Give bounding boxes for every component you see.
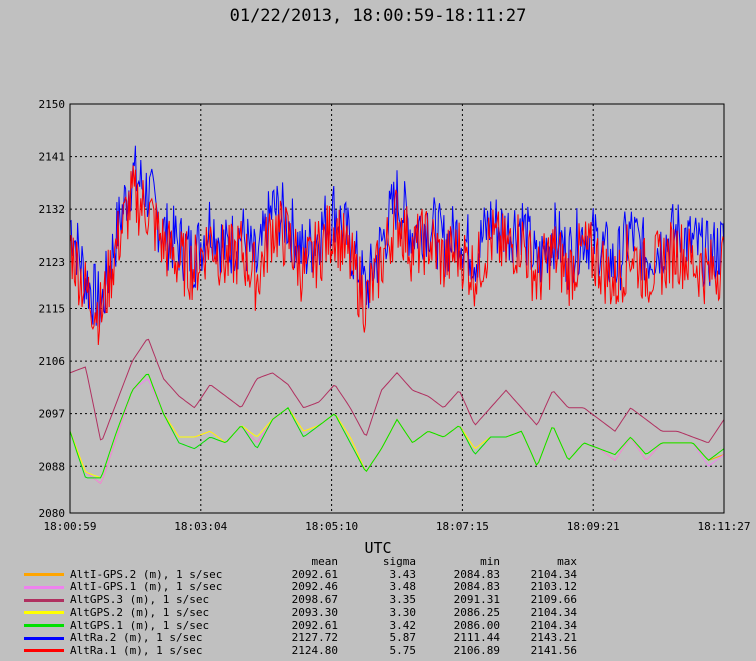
stat-min: 2084.83 xyxy=(453,567,500,581)
y-tick-label: 2141 xyxy=(39,151,66,164)
stat-mean: 2127.72 xyxy=(291,631,338,645)
y-tick-label: 2123 xyxy=(39,256,66,269)
stats-row: AltRa.2 (m), 1 s/sec 2127.72 5.87 2111.44 21… xyxy=(20,631,577,645)
legend-swatch xyxy=(24,573,64,577)
legend-label: AltI-GPS.2 (m), 1 s/sec xyxy=(70,567,223,581)
stat-min: 2086.25 xyxy=(453,605,500,619)
y-tick-label: 2088 xyxy=(39,460,66,473)
stat-sigma: 5.87 xyxy=(389,631,417,645)
legend-swatch xyxy=(24,624,64,628)
legend-label: AltRa.1 (m), 1 s/sec xyxy=(70,643,203,657)
stat-mean: 2092.46 xyxy=(291,580,338,594)
x-tick-label: 18:11:27 xyxy=(698,520,751,533)
stat-min: 2086.00 xyxy=(453,618,500,632)
stat-max: 2104.34 xyxy=(530,605,577,619)
legend-label: AltGPS.3 (m), 1 s/sec xyxy=(70,593,210,607)
legend-entry: AltGPS.1 (m), 1 s/sec xyxy=(20,618,258,633)
y-tick-label: 2150 xyxy=(39,98,66,111)
stats-header-min: min xyxy=(480,555,500,568)
stat-min: 2091.31 xyxy=(453,593,500,607)
stats-table: mean sigma min max AltI-GPS.2 (m), 1 s/s… xyxy=(20,555,578,658)
legend-entry: AltGPS.3 (m), 1 s/sec xyxy=(20,593,258,607)
stat-min: 2111.44 xyxy=(453,631,500,645)
x-axis-label: UTC xyxy=(364,539,392,557)
stat-sigma: 3.30 xyxy=(389,605,417,619)
stat-max: 2104.34 xyxy=(530,618,577,632)
legend-label: AltRa.2 (m), 1 s/sec xyxy=(70,631,203,645)
x-tick-label: 18:05:10 xyxy=(305,520,358,533)
series-line xyxy=(69,379,725,485)
chart-title: 01/22/2013, 18:00:59-18:11:27 xyxy=(229,6,527,26)
y-tick-label: 2097 xyxy=(39,408,66,421)
stat-max: 2109.66 xyxy=(530,593,577,607)
stats-header-row: mean sigma min max xyxy=(20,555,578,569)
y-tick-label: 2106 xyxy=(39,355,66,368)
stat-max: 2103.12 xyxy=(530,580,577,594)
x-tick-label: 18:00:59 xyxy=(44,520,97,533)
stat-mean: 2124.80 xyxy=(291,643,338,657)
y-tick-label: 2080 xyxy=(39,507,66,520)
stats-header-sigma: sigma xyxy=(382,555,416,568)
stats-header-max: max xyxy=(557,555,577,568)
plot-frame xyxy=(69,103,725,514)
stat-mean: 2098.67 xyxy=(291,593,338,607)
series-line xyxy=(69,338,725,443)
legend-swatch xyxy=(24,598,64,602)
stat-mean: 2092.61 xyxy=(291,618,338,632)
stat-mean: 2093.30 xyxy=(291,605,338,619)
legend-entry: AltGPS.2 (m), 1 s/sec xyxy=(20,605,258,620)
plot-area: 2080 2088 2097 2106 2115 2123 2132 2141 2150 18:0… xyxy=(39,98,751,533)
stats-row: AltI-GPS.2 (m), 1 s/sec 2092.61 3.43 2084.8… xyxy=(20,567,577,582)
y-tick-label: 2115 xyxy=(39,303,66,316)
stat-max: 2141.56 xyxy=(530,643,577,657)
stat-min: 2084.83 xyxy=(453,580,500,594)
stat-mean: 2092.61 xyxy=(291,567,338,581)
x-tick-label: 18:07:15 xyxy=(436,520,489,533)
series-line xyxy=(69,373,725,485)
stat-min: 2106.89 xyxy=(453,643,500,657)
legend-entry: AltRa.2 (m), 1 s/sec xyxy=(20,631,258,645)
legend-entry: AltRa.1 (m), 1 s/sec xyxy=(20,643,258,658)
legend-swatch xyxy=(24,649,64,653)
series-line xyxy=(69,165,725,346)
legend-label: AltGPS.1 (m), 1 s/sec xyxy=(70,618,210,632)
legend-swatch xyxy=(24,585,64,589)
stat-max: 2104.34 xyxy=(530,567,577,581)
series-line xyxy=(69,373,725,479)
stats-header-mean: mean xyxy=(311,555,339,568)
y-tick-label: 2132 xyxy=(39,203,66,216)
stat-sigma: 3.42 xyxy=(389,618,417,632)
stat-max: 2143.21 xyxy=(530,631,577,645)
legend-label: AltI-GPS.1 (m), 1 s/sec xyxy=(70,580,223,594)
stat-sigma: 3.43 xyxy=(389,567,417,581)
stats-row: AltGPS.3 (m), 1 s/sec 2098.67 3.35 2091.31 2… xyxy=(20,593,577,607)
legend-entry: AltI-GPS.2 (m), 1 s/sec xyxy=(20,567,258,582)
series-line xyxy=(69,373,725,479)
stat-sigma: 3.35 xyxy=(389,593,417,607)
legend-swatch xyxy=(24,611,64,615)
x-tick-label: 18:09:21 xyxy=(567,520,620,533)
stats-row: AltRa.1 (m), 1 s/sec 2124.80 5.75 2106.89 21… xyxy=(20,643,577,658)
legend-label: AltGPS.2 (m), 1 s/sec xyxy=(70,605,210,619)
legend-entry: AltI-GPS.1 (m), 1 s/sec xyxy=(20,581,258,594)
stats-row: AltGPS.1 (m), 1 s/sec 2092.61 3.42 2086.00 2… xyxy=(20,618,577,633)
stats-row: AltI-GPS.1 (m), 1 s/sec 2092.46 3.48 2084.8… xyxy=(20,581,577,594)
stats-row: AltGPS.2 (m), 1 s/sec 2093.30 3.30 2086.25 2… xyxy=(20,605,577,620)
legend-swatch xyxy=(24,636,64,640)
x-tick-label: 18:03:04 xyxy=(174,520,227,533)
stat-sigma: 5.75 xyxy=(389,643,417,657)
stat-sigma: 3.48 xyxy=(389,580,417,594)
